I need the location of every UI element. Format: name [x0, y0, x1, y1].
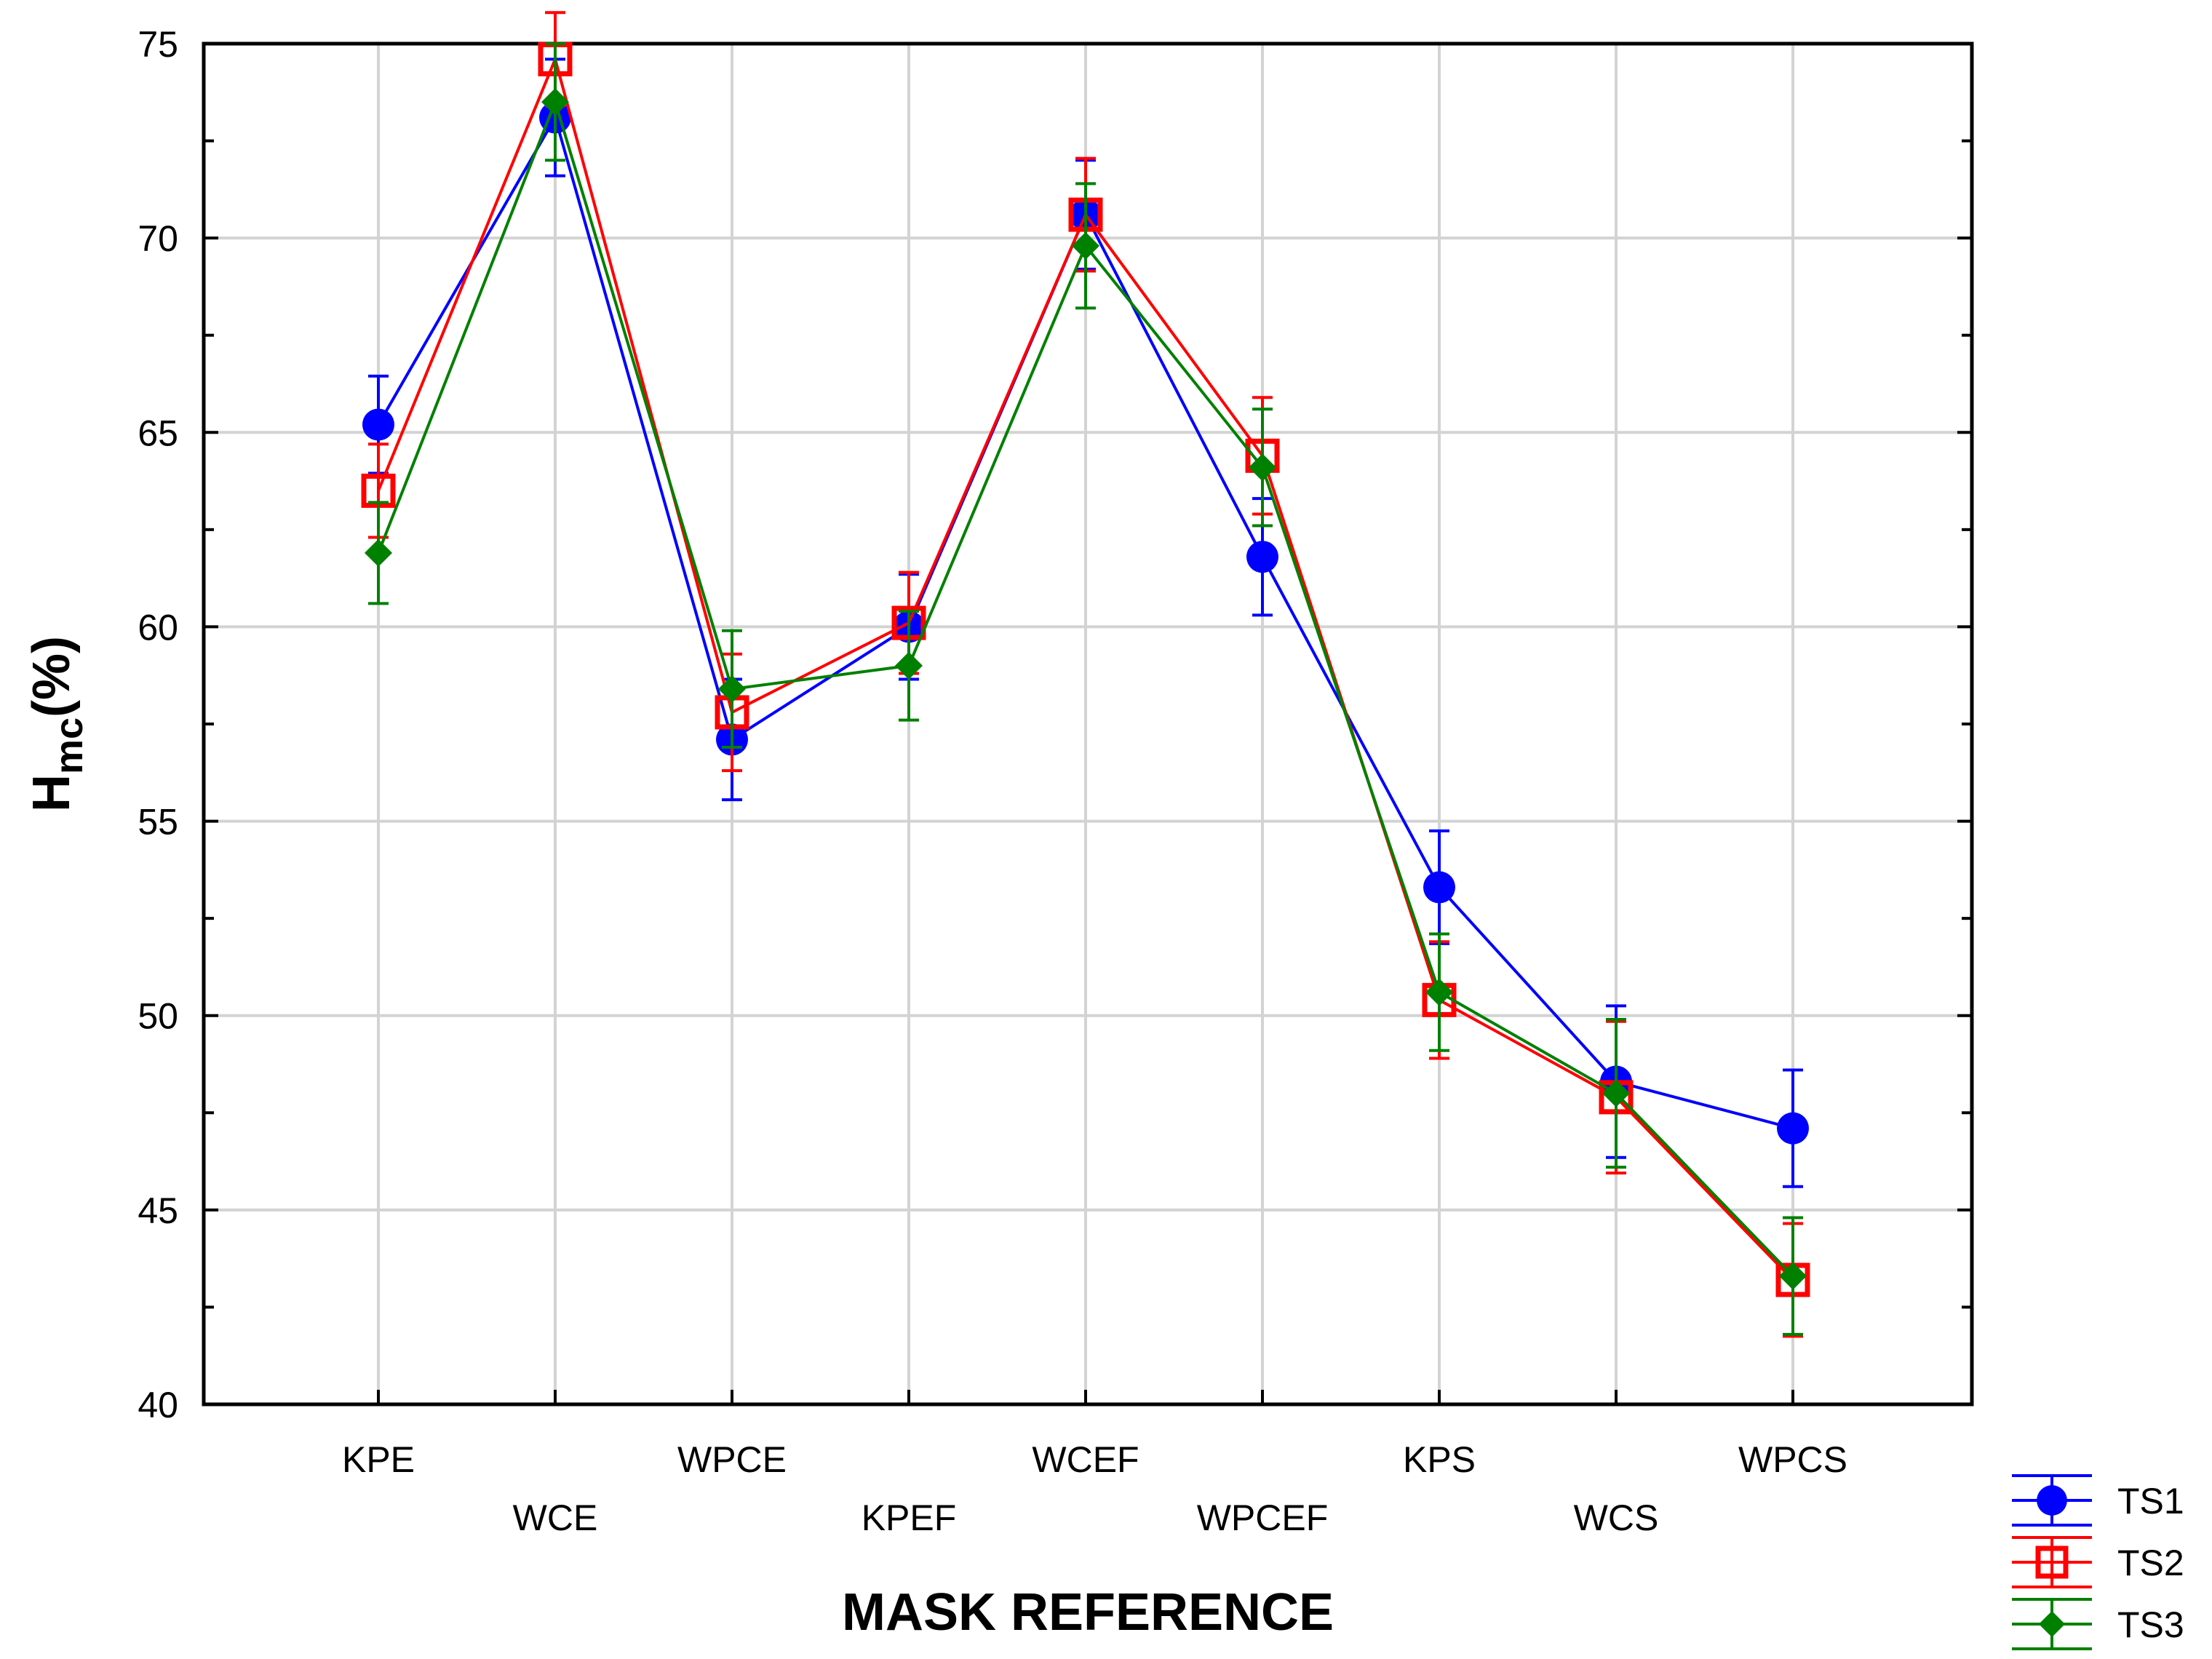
legend-marker-ts1: [2037, 1485, 2067, 1516]
data-point-ts3-kpef: [895, 651, 923, 680]
legend-label-ts2: TS2: [2117, 1543, 2184, 1583]
y-tick-label-50: 50: [138, 996, 178, 1037]
x-tick-label-wpce: WPCE: [677, 1439, 787, 1480]
series-ts3: [365, 42, 1807, 1336]
y-tick-label-70: 70: [138, 218, 178, 259]
x-tick-label-wpcef: WPCEF: [1197, 1497, 1329, 1538]
x-tick-label-wce: WCE: [513, 1497, 598, 1538]
tick-labels: KPE WCE WPCE KPEF WCEF WPCEF KPS WCS WPCS 40 45 50 5…: [138, 24, 1847, 1538]
legend-marker-ts3: [2038, 1610, 2066, 1638]
legend-label-ts1: TS1: [2117, 1481, 2184, 1521]
legend-marker-ts2: [2035, 1545, 2069, 1579]
y-axis-title-sub: mc: [47, 717, 91, 774]
y-tick-label-45: 45: [138, 1190, 178, 1231]
y-axis-title-suffix: (%): [23, 636, 81, 717]
x-tick-label-wcef: WCEF: [1032, 1439, 1139, 1480]
y-tick-label-65: 65: [138, 413, 178, 453]
data-point-ts1-wpcs: [1777, 1112, 1809, 1145]
series-layer: [361, 11, 1810, 1338]
data-point-ts3-kps: [1425, 978, 1453, 1006]
x-axis-title: MASK REFERENCE: [842, 1583, 1334, 1642]
x-tick-label-wpcs: WPCS: [1738, 1439, 1847, 1480]
data-point-ts3-kpe: [365, 538, 392, 567]
x-tick-label-kpef: KPEF: [862, 1497, 957, 1538]
axis-ticks: [204, 42, 1972, 1406]
y-axis-title: Hmc(%): [23, 636, 91, 812]
data-point-ts1-kpe: [362, 408, 394, 441]
data-point-ts3-wce: [541, 88, 569, 116]
data-point-ts3-wpce: [718, 675, 746, 703]
x-tick-label-wcs: WCS: [1574, 1497, 1659, 1538]
x-tick-label-kpe: KPE: [342, 1439, 415, 1480]
legend-item-ts2: TS2: [2012, 1536, 2184, 1588]
data-point-ts3-wcef: [1072, 231, 1099, 260]
legend-label-ts3: TS3: [2117, 1604, 2184, 1645]
y-tick-label-75: 75: [138, 24, 178, 65]
legend-item-ts1: TS1: [2012, 1474, 2184, 1527]
y-tick-label-55: 55: [138, 802, 178, 843]
grid: [204, 44, 1972, 1404]
data-point-ts3-wpcs: [1779, 1262, 1807, 1290]
y-axis-title-main: H: [23, 774, 81, 812]
y-tick-label-60: 60: [138, 607, 178, 648]
legend-item-ts3: TS3: [2012, 1598, 2184, 1650]
data-point-ts1-wpcef: [1246, 541, 1278, 573]
x-tick-label-kps: KPS: [1403, 1439, 1476, 1480]
y-tick-label-40: 40: [138, 1385, 178, 1425]
data-point-ts3-wpcef: [1249, 453, 1276, 482]
data-point-ts1-kps: [1423, 871, 1455, 904]
legend: TS1 TS2 TS3: [2012, 1474, 2184, 1650]
data-point-ts3-wcs: [1602, 1079, 1630, 1107]
